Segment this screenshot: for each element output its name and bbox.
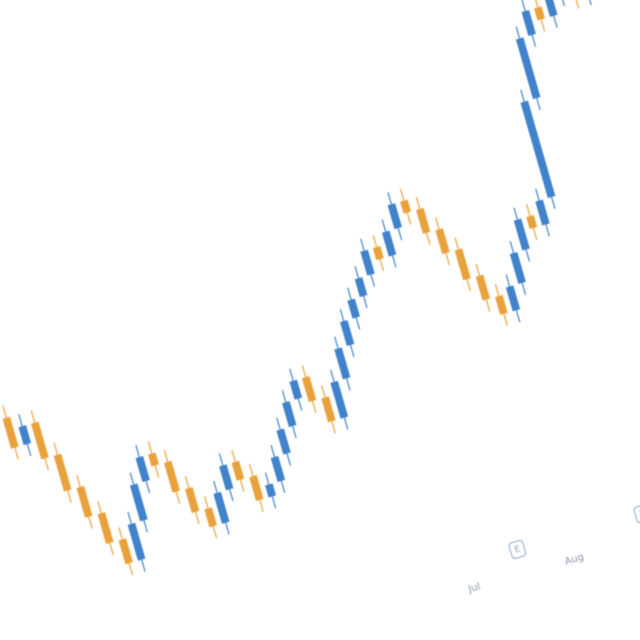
candle-body (301, 376, 317, 403)
candle-body (118, 538, 133, 565)
candle-body (505, 285, 521, 312)
candle-body (249, 475, 264, 502)
candle-wick (566, 0, 580, 9)
candle-body (265, 483, 277, 498)
candle-body (339, 320, 355, 347)
candle-wick (576, 0, 592, 6)
candle-body (321, 396, 336, 423)
candle-body (213, 491, 230, 524)
candle-body (372, 246, 384, 261)
event-marker-label: E (638, 508, 640, 519)
candle-body (416, 207, 431, 234)
candle-body (2, 416, 19, 449)
event-marker-label: E (513, 544, 522, 555)
event-marker (508, 540, 527, 559)
candle-body (526, 215, 538, 230)
candle-body (544, 0, 558, 17)
candle-body (454, 248, 471, 281)
candle-body (76, 485, 93, 518)
candle-body (18, 425, 32, 446)
candle-body (354, 277, 368, 298)
candle-body (381, 230, 397, 257)
candle-body (231, 460, 245, 481)
candle-body (129, 483, 148, 522)
candle-body (334, 347, 351, 380)
candle-body (53, 453, 72, 492)
candle-body (30, 421, 49, 460)
candle-body (184, 487, 200, 514)
candle-wick (553, 0, 566, 7)
candle-body (509, 251, 526, 284)
candle-body (515, 37, 541, 100)
candle-body (289, 379, 303, 400)
candle-body (347, 298, 360, 319)
candle-body (400, 199, 412, 214)
candle-body (521, 9, 536, 36)
candle-body (148, 452, 159, 467)
event-marker (633, 504, 640, 524)
candle-body (475, 274, 491, 301)
candle-body (360, 249, 375, 276)
candle-body (204, 507, 217, 528)
candle-body (135, 456, 150, 483)
candle-body (330, 380, 349, 419)
candle-body (435, 228, 450, 255)
candle-body (282, 401, 297, 428)
candle-body (219, 464, 234, 491)
candle-body (127, 522, 146, 561)
candle-body (387, 203, 402, 230)
x-tick-label: Aug (564, 552, 586, 568)
candle-body (270, 455, 286, 482)
candle-body (163, 460, 180, 493)
candle-body (513, 218, 530, 251)
candle-body (97, 512, 114, 545)
candle-body (495, 294, 508, 315)
candle-body (535, 199, 550, 226)
x-tick-label: Jul (466, 581, 482, 595)
candle-body (534, 6, 545, 21)
candle-body (520, 100, 556, 199)
candle-body (276, 428, 291, 455)
